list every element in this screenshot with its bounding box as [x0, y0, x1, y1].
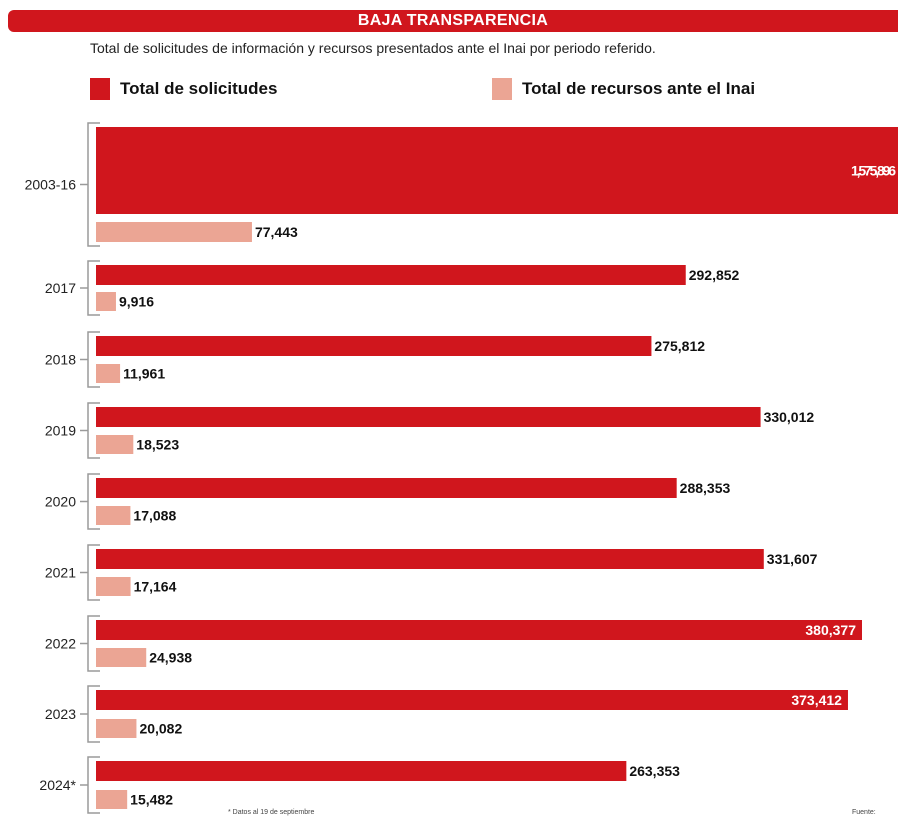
- footnote: * Datos al 19 de septiembre: [228, 809, 315, 816]
- data-label-solicitudes: 275,812: [654, 338, 705, 354]
- category-label: 2003-16: [25, 177, 77, 193]
- bar-solicitudes: [96, 407, 761, 427]
- legend-swatch-recursos: [492, 78, 512, 100]
- data-label-solicitudes: 331,607: [767, 551, 818, 567]
- chart-title-banner: BAJA TRANSPARENCIA: [8, 10, 898, 32]
- bar-solicitudes: [96, 478, 677, 498]
- bar-recursos: [96, 435, 134, 454]
- bar-recursos: [96, 790, 128, 809]
- bar-solicitudes: [96, 336, 652, 356]
- bar-solicitudes: [96, 265, 686, 285]
- bar-solicitudes: [96, 761, 627, 781]
- bar-recursos: [96, 648, 147, 667]
- legend-swatch-solicitudes: [90, 78, 110, 100]
- bar-solicitudes: [96, 549, 764, 569]
- chart-subtitle: Total de solicitudes de información y re…: [90, 40, 656, 56]
- data-label-solicitudes: 263,353: [629, 763, 680, 779]
- legend-item-solicitudes: Total de solicitudes: [90, 78, 277, 100]
- data-label-recursos: 9,916: [119, 294, 154, 310]
- bar-solicitudes: [96, 620, 862, 640]
- category-label: 2022: [45, 636, 76, 652]
- legend-label-recursos: Total de recursos ante el Inai: [522, 79, 756, 98]
- data-label-recursos: 24,938: [149, 650, 192, 666]
- legend-label-solicitudes: Total de solicitudes: [120, 79, 278, 98]
- data-label-recursos: 17,164: [134, 579, 177, 595]
- data-label-recursos: 77,443: [255, 224, 298, 240]
- category-label: 2017: [45, 280, 76, 296]
- source-note: Fuente:: [852, 809, 876, 816]
- bar-solicitudes: [96, 690, 848, 710]
- category-label: 2024*: [39, 777, 76, 793]
- data-label-solicitudes: 380,377: [805, 622, 856, 638]
- bar-solicitudes: [96, 127, 898, 214]
- data-label-solicitudes: 1,575,896: [851, 163, 896, 179]
- category-label: 2019: [45, 423, 76, 439]
- bar-recursos: [96, 506, 131, 525]
- bar-recursos: [96, 222, 252, 242]
- category-label: 2021: [45, 565, 76, 581]
- data-label-solicitudes: 373,412: [791, 692, 842, 708]
- data-label-recursos: 18,523: [136, 437, 179, 453]
- data-label-recursos: 11,961: [123, 366, 165, 382]
- bar-recursos: [96, 577, 131, 596]
- data-label-recursos: 20,082: [139, 721, 182, 737]
- category-label: 2020: [45, 494, 76, 510]
- category-label: 2018: [45, 352, 76, 368]
- chart-title: BAJA TRANSPARENCIA: [357, 12, 549, 29]
- category-label: 2023: [45, 706, 76, 722]
- bar-recursos: [96, 719, 137, 738]
- legend-item-recursos: Total de recursos ante el Inai: [492, 78, 755, 100]
- data-label-solicitudes: 292,852: [689, 267, 740, 283]
- data-label-recursos: 17,088: [133, 508, 176, 524]
- data-label-solicitudes: 330,012: [764, 409, 815, 425]
- bar-recursos: [96, 364, 121, 383]
- bar-recursos: [96, 292, 116, 311]
- data-label-solicitudes: 288,353: [680, 480, 731, 496]
- data-label-recursos: 15,482: [130, 792, 173, 808]
